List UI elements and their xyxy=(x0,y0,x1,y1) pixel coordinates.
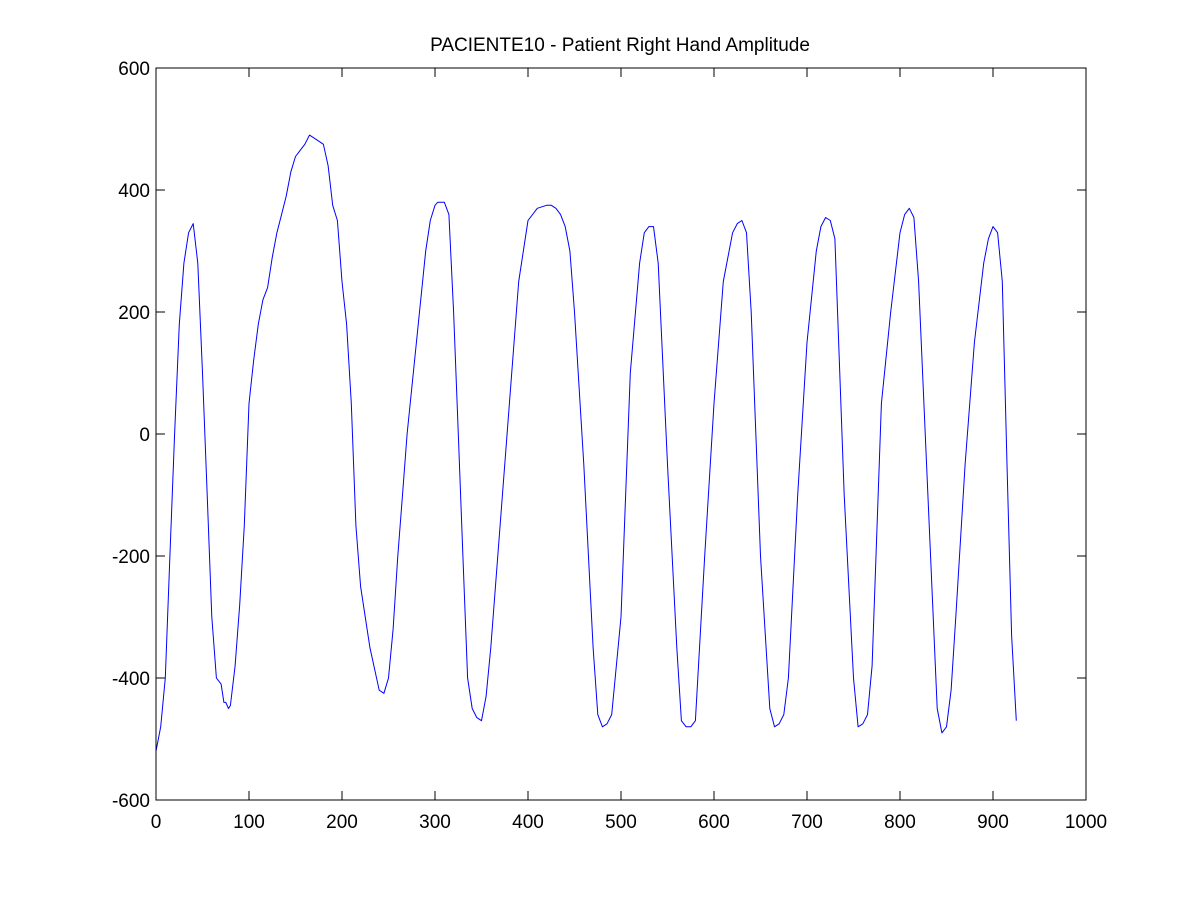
ticks-layer: 0 100 200 300 400 500 600 700 800 900 1000 -600 -400… xyxy=(112,59,1107,833)
series-layer xyxy=(155,134,1017,752)
x-tick-label: 400 xyxy=(512,812,544,833)
axes-box xyxy=(155,67,1087,801)
x-tick-label: 1000 xyxy=(1065,812,1107,833)
x-tick-label: 300 xyxy=(419,812,451,833)
y-tick-label: 200 xyxy=(118,303,150,324)
x-tick-label: 100 xyxy=(233,812,265,833)
y-tick-label: 0 xyxy=(139,425,150,446)
chart-title: PACIENTE10 - Patient Right Hand Amplitud… xyxy=(430,35,810,56)
x-tick-label: 500 xyxy=(605,812,637,833)
x-tick-label: 900 xyxy=(977,812,1009,833)
y-tick-label: 400 xyxy=(118,181,150,202)
y-tick-label: -600 xyxy=(112,791,150,812)
x-tick-label: 200 xyxy=(326,812,358,833)
x-tick-label: 600 xyxy=(698,812,730,833)
y-tick-label: -200 xyxy=(112,547,150,568)
amplitude-series-line xyxy=(155,134,1017,752)
y-tick-label: -400 xyxy=(112,669,150,690)
x-tick-label: 800 xyxy=(884,812,916,833)
x-tick-label: 700 xyxy=(791,812,823,833)
y-tick-label: 600 xyxy=(118,59,150,80)
plot-area xyxy=(156,68,1086,800)
x-tick-label: 0 xyxy=(151,812,162,833)
